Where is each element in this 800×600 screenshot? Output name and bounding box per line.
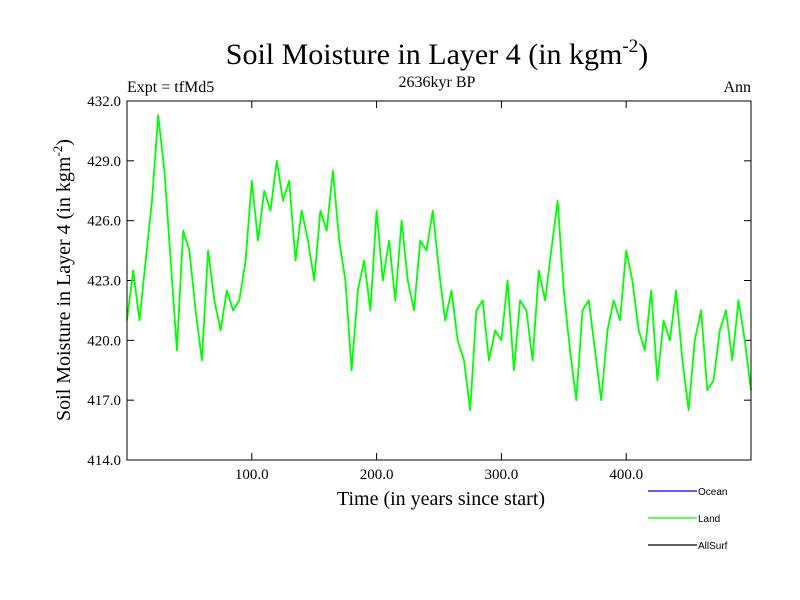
y-axis-ticks: 414.0 417.0 420.0 423.0 426.0 429.0 432.0 bbox=[87, 94, 751, 469]
plot-frame bbox=[126, 100, 752, 461]
y-tick-label: 429.0 bbox=[87, 154, 121, 170]
x-tick-label: 400.0 bbox=[609, 467, 643, 483]
series-layer bbox=[126, 114, 752, 411]
subtitle-center: 2636kyr BP bbox=[399, 74, 476, 91]
series-line-land bbox=[126, 114, 752, 411]
legend: Ocean Land AllSurf bbox=[648, 487, 728, 552]
y-tick-label: 423.0 bbox=[87, 274, 121, 290]
x-tick-label: 100.0 bbox=[235, 467, 269, 483]
y-axis-label: Soil Moisture in Layer 4 (in kgm-2) bbox=[50, 139, 75, 421]
y-tick-label: 420.0 bbox=[87, 333, 121, 349]
chart-title: Soil Moisture in Layer 4 (in kgm-2) bbox=[226, 36, 648, 71]
legend-label-allsurf: AllSurf bbox=[698, 541, 728, 552]
legend-label-land: Land bbox=[698, 514, 720, 525]
y-tick-label: 432.0 bbox=[87, 94, 121, 110]
chart-titles: Soil Moisture in Layer 4 (in kgm-2) Expt… bbox=[127, 36, 751, 96]
subtitle-left: Expt = tfMd5 bbox=[127, 79, 214, 96]
x-tick-label: 300.0 bbox=[485, 467, 519, 483]
x-axis-label: Time (in years since start) bbox=[337, 488, 545, 510]
y-tick-label: 414.0 bbox=[87, 453, 121, 469]
subtitle-right: Ann bbox=[723, 79, 751, 96]
legend-label-ocean: Ocean bbox=[698, 487, 727, 498]
x-axis-ticks: 100.0 200.0 300.0 400.0 bbox=[235, 101, 643, 483]
y-tick-label: 417.0 bbox=[87, 393, 121, 409]
x-tick-label: 200.0 bbox=[360, 467, 394, 483]
y-tick-label: 426.0 bbox=[87, 214, 121, 230]
